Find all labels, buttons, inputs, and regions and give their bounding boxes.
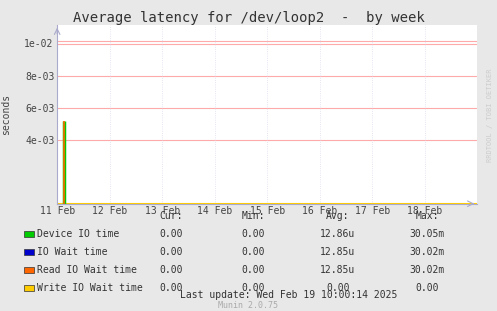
Text: Munin 2.0.75: Munin 2.0.75 xyxy=(219,301,278,310)
Text: 12.86u: 12.86u xyxy=(321,229,355,239)
Text: 30.02m: 30.02m xyxy=(410,265,445,275)
Text: 0.00: 0.00 xyxy=(415,283,439,293)
Text: 0.00: 0.00 xyxy=(160,247,183,257)
Text: Avg:: Avg: xyxy=(326,211,350,221)
Text: 0.00: 0.00 xyxy=(160,283,183,293)
Text: seconds: seconds xyxy=(1,94,11,135)
Text: 12.85u: 12.85u xyxy=(321,247,355,257)
Text: 0.00: 0.00 xyxy=(326,283,350,293)
Text: 0.00: 0.00 xyxy=(242,265,265,275)
Text: Last update: Wed Feb 19 10:00:14 2025: Last update: Wed Feb 19 10:00:14 2025 xyxy=(179,290,397,300)
Text: 1e-02: 1e-02 xyxy=(23,39,53,49)
Text: 0.00: 0.00 xyxy=(160,229,183,239)
Text: Write IO Wait time: Write IO Wait time xyxy=(37,283,143,293)
Text: 30.05m: 30.05m xyxy=(410,229,445,239)
Text: Device IO time: Device IO time xyxy=(37,229,119,239)
Text: Min:: Min: xyxy=(242,211,265,221)
Text: 30.02m: 30.02m xyxy=(410,247,445,257)
Text: 0.00: 0.00 xyxy=(242,229,265,239)
Text: 0.00: 0.00 xyxy=(160,265,183,275)
Text: Cur:: Cur: xyxy=(160,211,183,221)
Text: Read IO Wait time: Read IO Wait time xyxy=(37,265,137,275)
Text: RRDTOOL / TOBI OETIKER: RRDTOOL / TOBI OETIKER xyxy=(487,68,493,162)
Text: Average latency for /dev/loop2  -  by week: Average latency for /dev/loop2 - by week xyxy=(73,11,424,25)
Text: IO Wait time: IO Wait time xyxy=(37,247,108,257)
Text: 0.00: 0.00 xyxy=(242,283,265,293)
Text: Max:: Max: xyxy=(415,211,439,221)
Text: 12.85u: 12.85u xyxy=(321,265,355,275)
Text: 0.00: 0.00 xyxy=(242,247,265,257)
